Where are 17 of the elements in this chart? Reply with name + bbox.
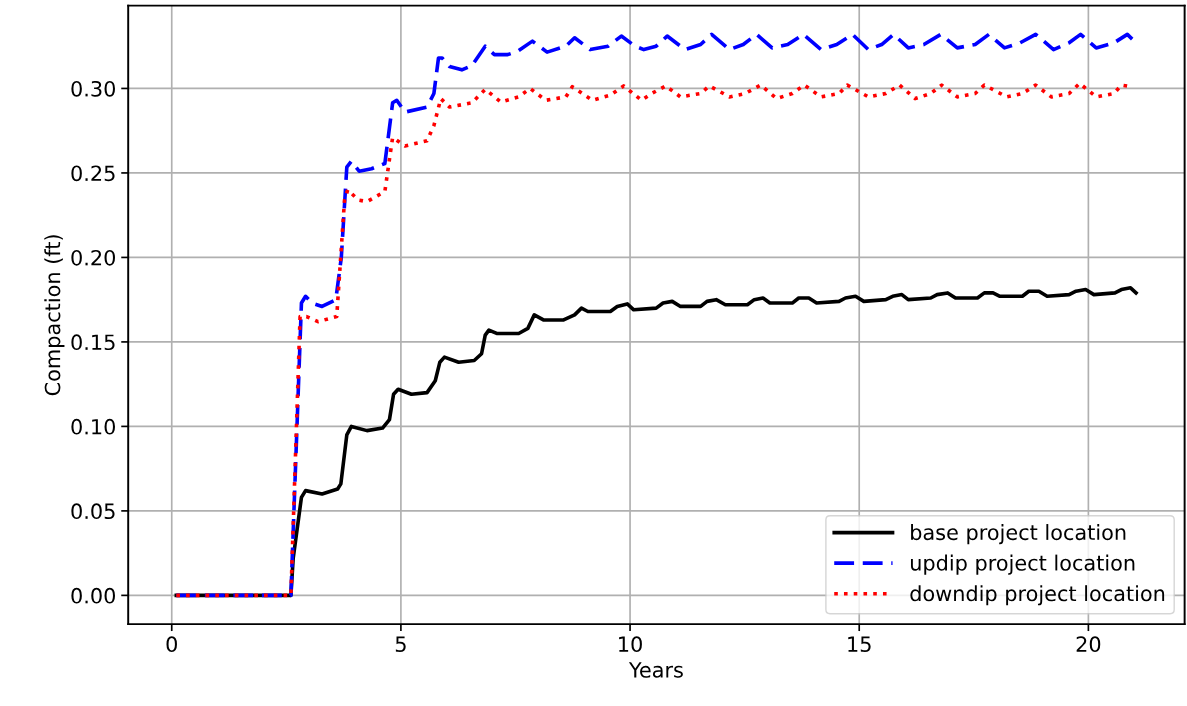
x-tick-label: 5 — [395, 636, 406, 653]
legend-label: updip project location — [910, 554, 1135, 575]
legend-label: base project location — [911, 524, 1126, 545]
legend-label: downdip project location — [910, 585, 1165, 606]
y-axis-title: Compaction (ft) — [44, 235, 65, 396]
y-tick-label: 0.10 — [71, 418, 116, 435]
y-tick-label: 0.25 — [71, 165, 115, 182]
y-tick-label: 0.00 — [71, 587, 116, 604]
x-tick-label: 10 — [619, 636, 642, 653]
x-tick-label: 15 — [848, 636, 871, 653]
x-axis-title: Years — [628, 662, 683, 678]
x-tick-label: 0 — [166, 636, 177, 653]
x-tick-label: 20 — [1076, 636, 1101, 653]
y-tick-label: 0.05 — [71, 503, 115, 520]
y-tick-label: 0.15 — [71, 334, 115, 351]
y-tick-label: 0.30 — [71, 80, 116, 97]
y-tick-label: 0.20 — [71, 249, 116, 266]
